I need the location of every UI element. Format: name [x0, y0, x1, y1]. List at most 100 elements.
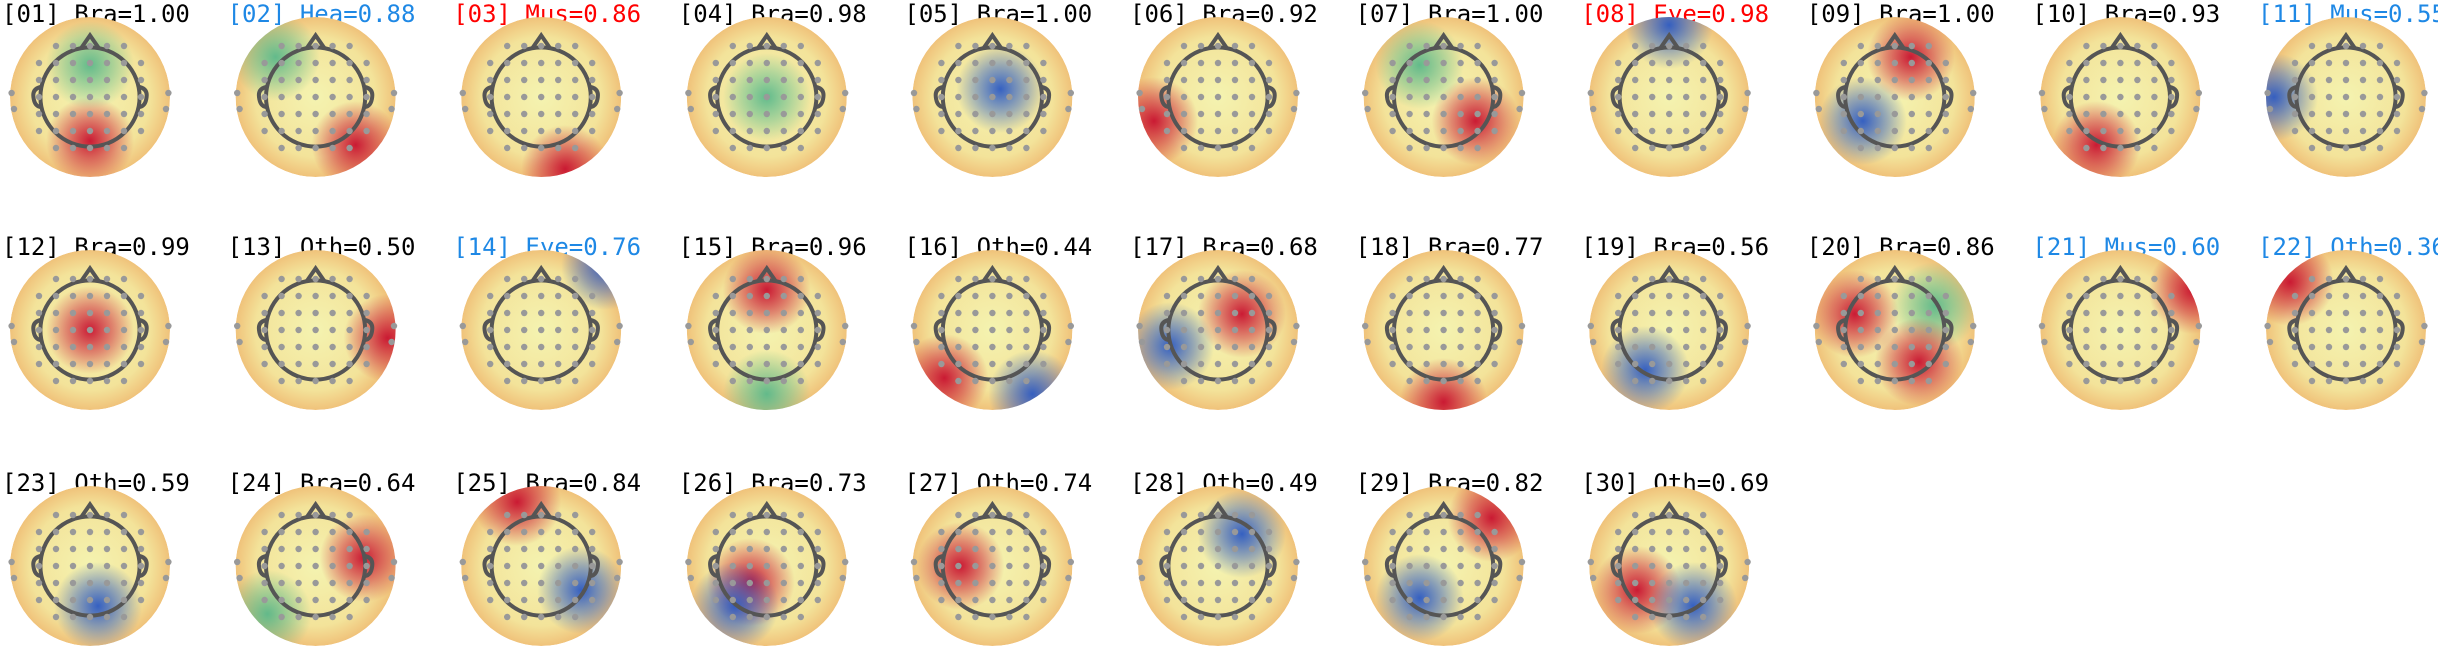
electrode: [1700, 42, 1707, 50]
electrode: [312, 42, 319, 50]
electrode: [1163, 562, 1171, 570]
ear-left: [482, 85, 493, 109]
electrode: [989, 528, 996, 536]
electrode: [938, 292, 945, 300]
electrode: [120, 144, 128, 152]
electrode: [572, 93, 579, 101]
electrode: [103, 511, 111, 519]
electrode: [295, 110, 302, 118]
electrode: [2083, 144, 2090, 152]
electrode: [1857, 326, 1865, 334]
electrode: [69, 613, 77, 621]
electrode: [1423, 360, 1430, 368]
electrode: [729, 292, 736, 300]
electrode: [363, 110, 370, 118]
electrode: [521, 360, 528, 368]
electrode: [2151, 93, 2158, 101]
electrode: [746, 562, 753, 570]
ear-right: [139, 85, 149, 109]
electrode: [1457, 93, 1464, 101]
electrode: [685, 558, 692, 566]
ear-right: [364, 554, 375, 578]
electrode: [1389, 59, 1396, 67]
ear-right: [815, 554, 826, 578]
electrode: [555, 326, 562, 334]
electrode: [729, 93, 736, 101]
electrode: [165, 322, 172, 330]
electrode: [2168, 59, 2175, 67]
electrode: [955, 377, 962, 385]
electrode: [797, 545, 804, 553]
electrode: [1265, 528, 1273, 536]
electrode: [989, 579, 996, 587]
electrode: [1423, 309, 1430, 317]
electrode: [1214, 579, 1222, 587]
ear-right: [1718, 85, 1728, 109]
electrode: [1857, 76, 1865, 84]
electrode: [538, 377, 545, 385]
electrode: [2393, 326, 2401, 334]
electrode: [1040, 579, 1047, 587]
electrode: [814, 528, 821, 536]
electrode: [2325, 110, 2333, 118]
electrode: [1389, 127, 1396, 135]
electrode: [687, 338, 694, 346]
electrode: [1163, 309, 1171, 317]
electrode: [2134, 144, 2141, 152]
electrode: [989, 275, 996, 283]
electrode: [1683, 110, 1690, 118]
electrode: [2264, 89, 2271, 97]
electrode: [69, 110, 77, 118]
electrode: [1874, 93, 1882, 101]
electrode: [103, 528, 111, 536]
electrode: [1700, 596, 1707, 604]
electrode: [2342, 343, 2350, 351]
electrode: [938, 596, 945, 604]
electrode: [1908, 59, 1916, 67]
electrode: [2066, 343, 2073, 351]
electrode: [462, 105, 469, 113]
electrode: [972, 343, 979, 351]
electrode: [780, 93, 787, 101]
electrode: [120, 275, 128, 283]
electrode: [1423, 144, 1430, 152]
topomap-blob: [1375, 554, 1464, 642]
ear-right: [1492, 318, 1503, 342]
electrode: [938, 343, 945, 351]
electrode: [1180, 42, 1188, 50]
electrode: [312, 545, 319, 553]
electrode: [1265, 343, 1273, 351]
electrode: [1649, 110, 1656, 118]
electrode: [1491, 562, 1498, 570]
electrode: [363, 326, 370, 334]
electrode: [555, 545, 562, 553]
electrode: [1666, 309, 1673, 317]
electrode: [278, 360, 285, 368]
electrode: [1590, 338, 1597, 346]
electrode: [572, 326, 579, 334]
electrode: [2151, 144, 2158, 152]
electrode: [1857, 110, 1865, 118]
electrode: [103, 292, 111, 300]
electrode: [35, 360, 43, 368]
electrode: [938, 110, 945, 118]
electrode: [1231, 144, 1239, 152]
electrode: [538, 76, 545, 84]
electrode: [1717, 562, 1724, 570]
electrode: [972, 110, 979, 118]
electrode: [2100, 377, 2107, 385]
component: [19] Bra=0.56: [1581, 233, 1769, 410]
electrode: [2066, 292, 2073, 300]
electrode: [52, 613, 60, 621]
electrode: [2168, 360, 2175, 368]
electrode: [712, 127, 719, 135]
electrode: [2308, 292, 2316, 300]
electrode: [1649, 275, 1656, 283]
electrode: [1742, 105, 1749, 113]
electrode: [1700, 343, 1707, 351]
electrode: [1742, 574, 1749, 582]
electrode: [137, 127, 145, 135]
electrode: [2100, 360, 2107, 368]
electrode: [1423, 343, 1430, 351]
electrode: [589, 528, 596, 536]
